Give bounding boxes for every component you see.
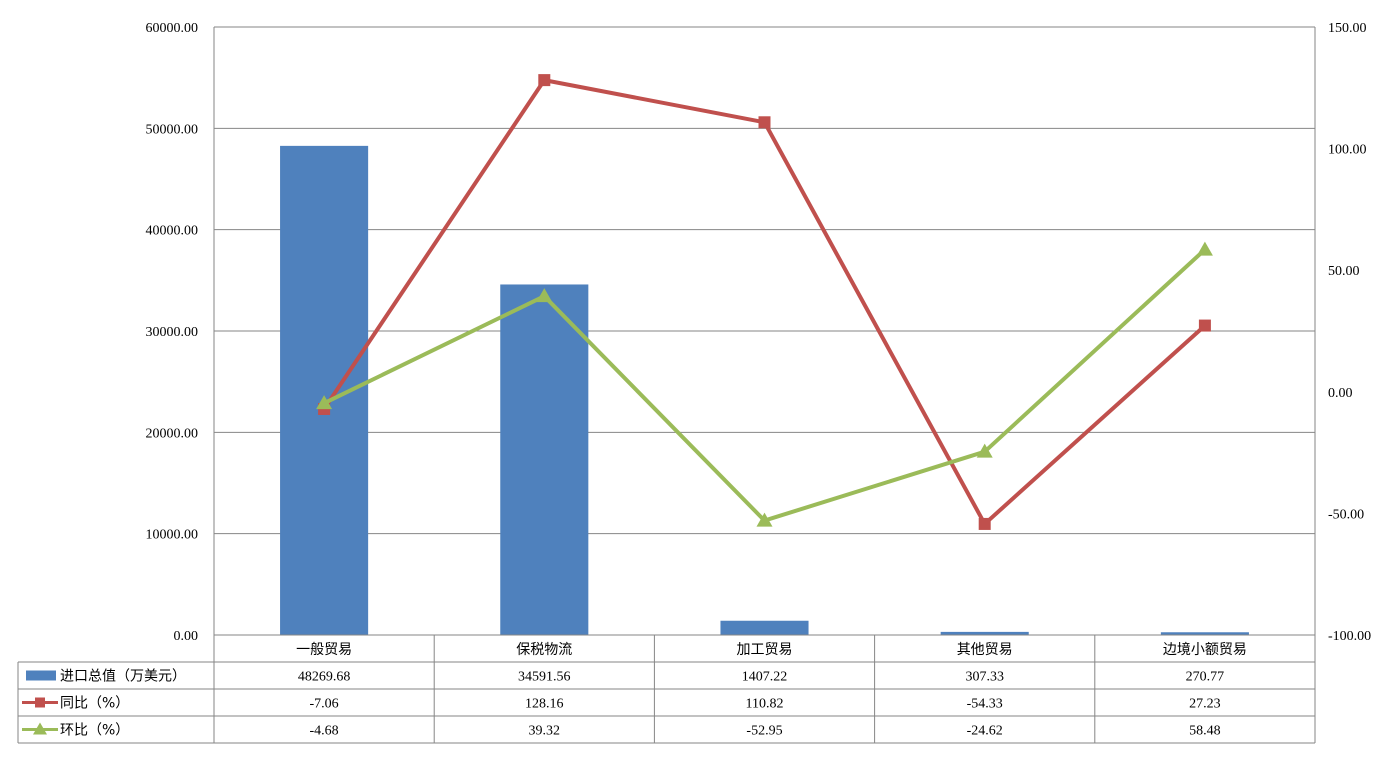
- left-tick-label: 60000.00: [146, 21, 199, 36]
- series-line: [323, 248, 1207, 523]
- bar: [720, 620, 809, 635]
- category-label: 保税物流: [516, 642, 572, 658]
- bar: [940, 631, 1029, 635]
- data-point: [978, 517, 991, 530]
- table-cell: 34591.56: [518, 670, 571, 685]
- gridlines: [213, 26, 1316, 636]
- data-point: [316, 395, 333, 410]
- right-tick-label: 0.00: [1328, 386, 1353, 401]
- right-tick-label: -50.00: [1328, 507, 1364, 522]
- table-cell: -7.06: [310, 697, 339, 712]
- series-line: [322, 78, 1207, 526]
- data-point: [756, 512, 773, 527]
- table-cell: 270.77: [1186, 670, 1225, 685]
- table-cell: 128.16: [525, 697, 564, 712]
- left-tick-label: 10000.00: [146, 528, 199, 543]
- left-tick-label: 20000.00: [146, 426, 199, 441]
- category-label: 加工贸易: [737, 642, 793, 658]
- data-point: [538, 74, 551, 87]
- data-point: [976, 443, 993, 458]
- category-label: 其他贸易: [957, 642, 1013, 658]
- table-cell: 307.33: [965, 670, 1004, 685]
- data-point: [1196, 241, 1213, 256]
- series-name: 环比（%）: [60, 723, 129, 739]
- bar: [280, 145, 369, 635]
- left-tick-label: 0.00: [174, 629, 199, 644]
- data-point: [536, 288, 553, 303]
- category-label: 一般贸易: [296, 642, 352, 658]
- right-axis-ticks: -100.00 -50.00 0.00 50.00 100.00 150.00: [1328, 21, 1371, 644]
- right-tick-label: 150.00: [1328, 21, 1367, 36]
- data-point: [1198, 319, 1211, 332]
- legend-marker: [33, 722, 47, 735]
- data-point: [758, 116, 771, 129]
- right-tick-label: 100.00: [1328, 143, 1367, 158]
- bar-series: [280, 145, 1249, 635]
- right-tick-label: -100.00: [1328, 629, 1371, 644]
- table-cell: 110.82: [746, 697, 784, 712]
- table-cell: 27.23: [1189, 697, 1221, 712]
- legend-key: [26, 670, 56, 681]
- table-cell: 58.48: [1189, 724, 1221, 739]
- table-cell: -24.62: [967, 724, 1003, 739]
- right-tick-label: 50.00: [1328, 264, 1360, 279]
- left-tick-label: 30000.00: [146, 325, 199, 340]
- series-name: 进口总值（万美元）: [60, 669, 186, 685]
- table-cell: -4.68: [310, 724, 339, 739]
- table-cell: 1407.22: [742, 670, 788, 685]
- bar: [500, 284, 589, 635]
- bar: [1160, 632, 1249, 635]
- left-tick-label: 50000.00: [146, 122, 199, 137]
- table-cell: -52.95: [746, 724, 782, 739]
- left-axis-ticks: 0.00 10000.00 20000.00 30000.00 40000.00 5000…: [146, 21, 199, 644]
- table-cell: 39.32: [529, 724, 561, 739]
- line-series: [316, 74, 1213, 530]
- series-name: 同比（%）: [60, 696, 129, 712]
- legend-marker: [35, 697, 45, 708]
- left-tick-label: 40000.00: [146, 224, 199, 239]
- table-cell: 48269.68: [298, 670, 351, 685]
- table-cell: -54.33: [967, 697, 1003, 712]
- category-label: 边境小额贸易: [1163, 642, 1247, 658]
